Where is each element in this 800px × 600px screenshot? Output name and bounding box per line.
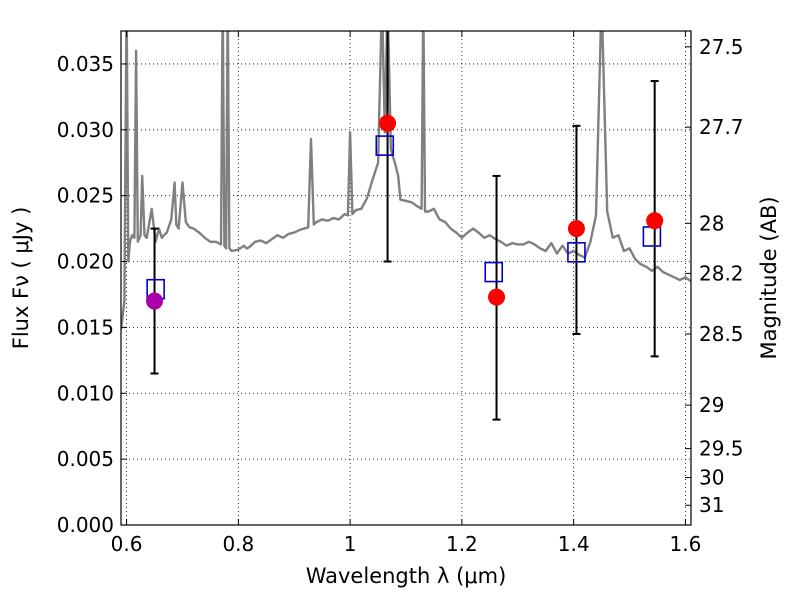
x-tick-label: 0.6 xyxy=(111,532,143,556)
y-tick-label: 0.035 xyxy=(57,52,114,76)
y-tick-label: 0.000 xyxy=(57,513,114,537)
x-axis: 0.6 0.8 1 1.2 1.4 1.6 xyxy=(111,31,702,556)
observed-point xyxy=(146,292,164,310)
y-axis-right-label: Magnitude (AB) xyxy=(757,196,781,359)
mag-tick-label: 27.7 xyxy=(699,115,744,139)
x-tick-label: 0.8 xyxy=(222,532,254,556)
observed-point xyxy=(488,288,506,306)
y-tick-label: 0.025 xyxy=(57,184,114,208)
plot-frame xyxy=(120,30,692,526)
model-point xyxy=(484,261,504,283)
observed-point xyxy=(646,212,664,230)
model-point xyxy=(642,226,662,247)
y-tick-label: 0.030 xyxy=(57,118,114,142)
observed-markers xyxy=(146,114,664,310)
mag-tick-label: 30 xyxy=(699,466,724,490)
mag-tick-label: 31 xyxy=(699,493,724,517)
x-tick-label: 1.6 xyxy=(670,532,702,556)
mag-tick-label: 28 xyxy=(699,211,724,235)
mag-tick-label: 29.5 xyxy=(699,437,744,461)
y-tick-label: 0.015 xyxy=(57,315,114,339)
spectrum-line xyxy=(121,31,691,331)
mag-tick-label: 27.5 xyxy=(699,35,744,59)
mag-tick-label: 29 xyxy=(699,393,724,417)
y-tick-label: 0.010 xyxy=(57,381,114,405)
x-tick-label: 1 xyxy=(344,532,357,556)
y-axis-right: 27.5 27.7 28 28.2 28.5 29 29.5 30 31 xyxy=(685,35,744,517)
mag-tick-label: 28.2 xyxy=(699,261,744,285)
mag-tick-label: 28.5 xyxy=(699,322,744,346)
y-axis-left: 0.000 0.005 0.010 0.015 0.020 0.025 0.030 0.035 xyxy=(57,52,127,537)
y-tick-label: 0.020 xyxy=(57,250,114,274)
x-tick-label: 1.4 xyxy=(558,532,590,556)
observed-point xyxy=(567,220,585,238)
model-point xyxy=(567,242,586,263)
x-axis-label: Wavelength λ (μm) xyxy=(306,564,507,588)
y-tick-label: 0.005 xyxy=(57,447,114,471)
plot-area xyxy=(121,31,691,331)
x-tick-label: 1.2 xyxy=(446,532,478,556)
observed-point xyxy=(379,114,397,132)
y-axis-label: Flux Fν ( μJy ) xyxy=(9,207,33,350)
model-point xyxy=(375,135,395,156)
